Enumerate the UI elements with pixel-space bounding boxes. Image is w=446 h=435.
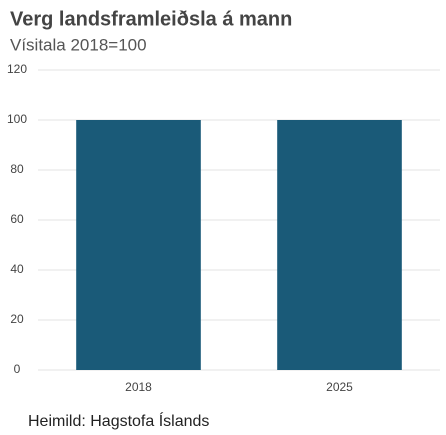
- bar: [277, 120, 402, 370]
- chart-title: Verg landsframleiðsla á mann: [10, 8, 292, 30]
- y-tick-label: 0: [14, 362, 21, 376]
- chart-subtitle: Vísitala 2018=100: [10, 35, 147, 54]
- y-tick-label: 80: [10, 162, 24, 176]
- y-tick-label: 60: [10, 212, 24, 226]
- bar: [76, 120, 201, 370]
- x-tick-label: 2018: [125, 380, 152, 394]
- x-tick-label: 2025: [326, 380, 353, 394]
- y-tick-label: 40: [10, 262, 24, 276]
- y-tick-label: 20: [10, 312, 24, 326]
- source: Heimild: Hagstofa Íslands: [28, 411, 209, 430]
- y-tick-label: 120: [7, 62, 27, 76]
- y-tick-label: 100: [7, 112, 27, 126]
